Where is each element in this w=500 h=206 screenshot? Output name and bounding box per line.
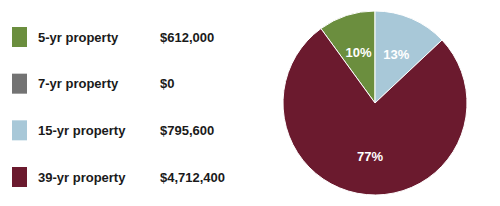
legend-label: 15-yr property (38, 123, 126, 138)
legend-amount: $0 (160, 76, 174, 91)
legend-item: 5-yr property $612,000 (12, 27, 214, 47)
legend-swatch (12, 27, 27, 47)
legend-swatch (12, 120, 27, 140)
legend-label: 7-yr property (38, 76, 119, 91)
legend-label: 39-yr property (38, 170, 126, 185)
chart-container: 10% 13% 77% 5-yr property $612,000 7-yr prope… (0, 0, 500, 206)
legend-item: 39-yr property $4,712,400 (12, 167, 225, 187)
chart-svg: 10% 13% 77% 5-yr property $612,000 7-yr prope… (0, 0, 500, 206)
legend-item: 15-yr property $795,600 (12, 120, 214, 140)
legend-swatch (12, 167, 27, 187)
legend-label: 5-yr property (38, 30, 119, 45)
pie (283, 11, 467, 195)
legend-amount: $4,712,400 (160, 170, 225, 185)
legend-item: 7-yr property $0 (12, 74, 174, 94)
slice-label: 13% (383, 47, 409, 62)
pie-labels: 10% 13% 77% (345, 45, 409, 164)
slice-label: 77% (357, 149, 383, 164)
slice-label: 10% (345, 45, 371, 60)
pie-slice (283, 29, 467, 195)
legend-amount: $795,600 (160, 123, 214, 138)
legend-amount: $612,000 (160, 30, 214, 45)
legend-swatch (12, 74, 27, 94)
legend: 5-yr property $612,000 7-yr property $0 15-y… (12, 27, 225, 187)
